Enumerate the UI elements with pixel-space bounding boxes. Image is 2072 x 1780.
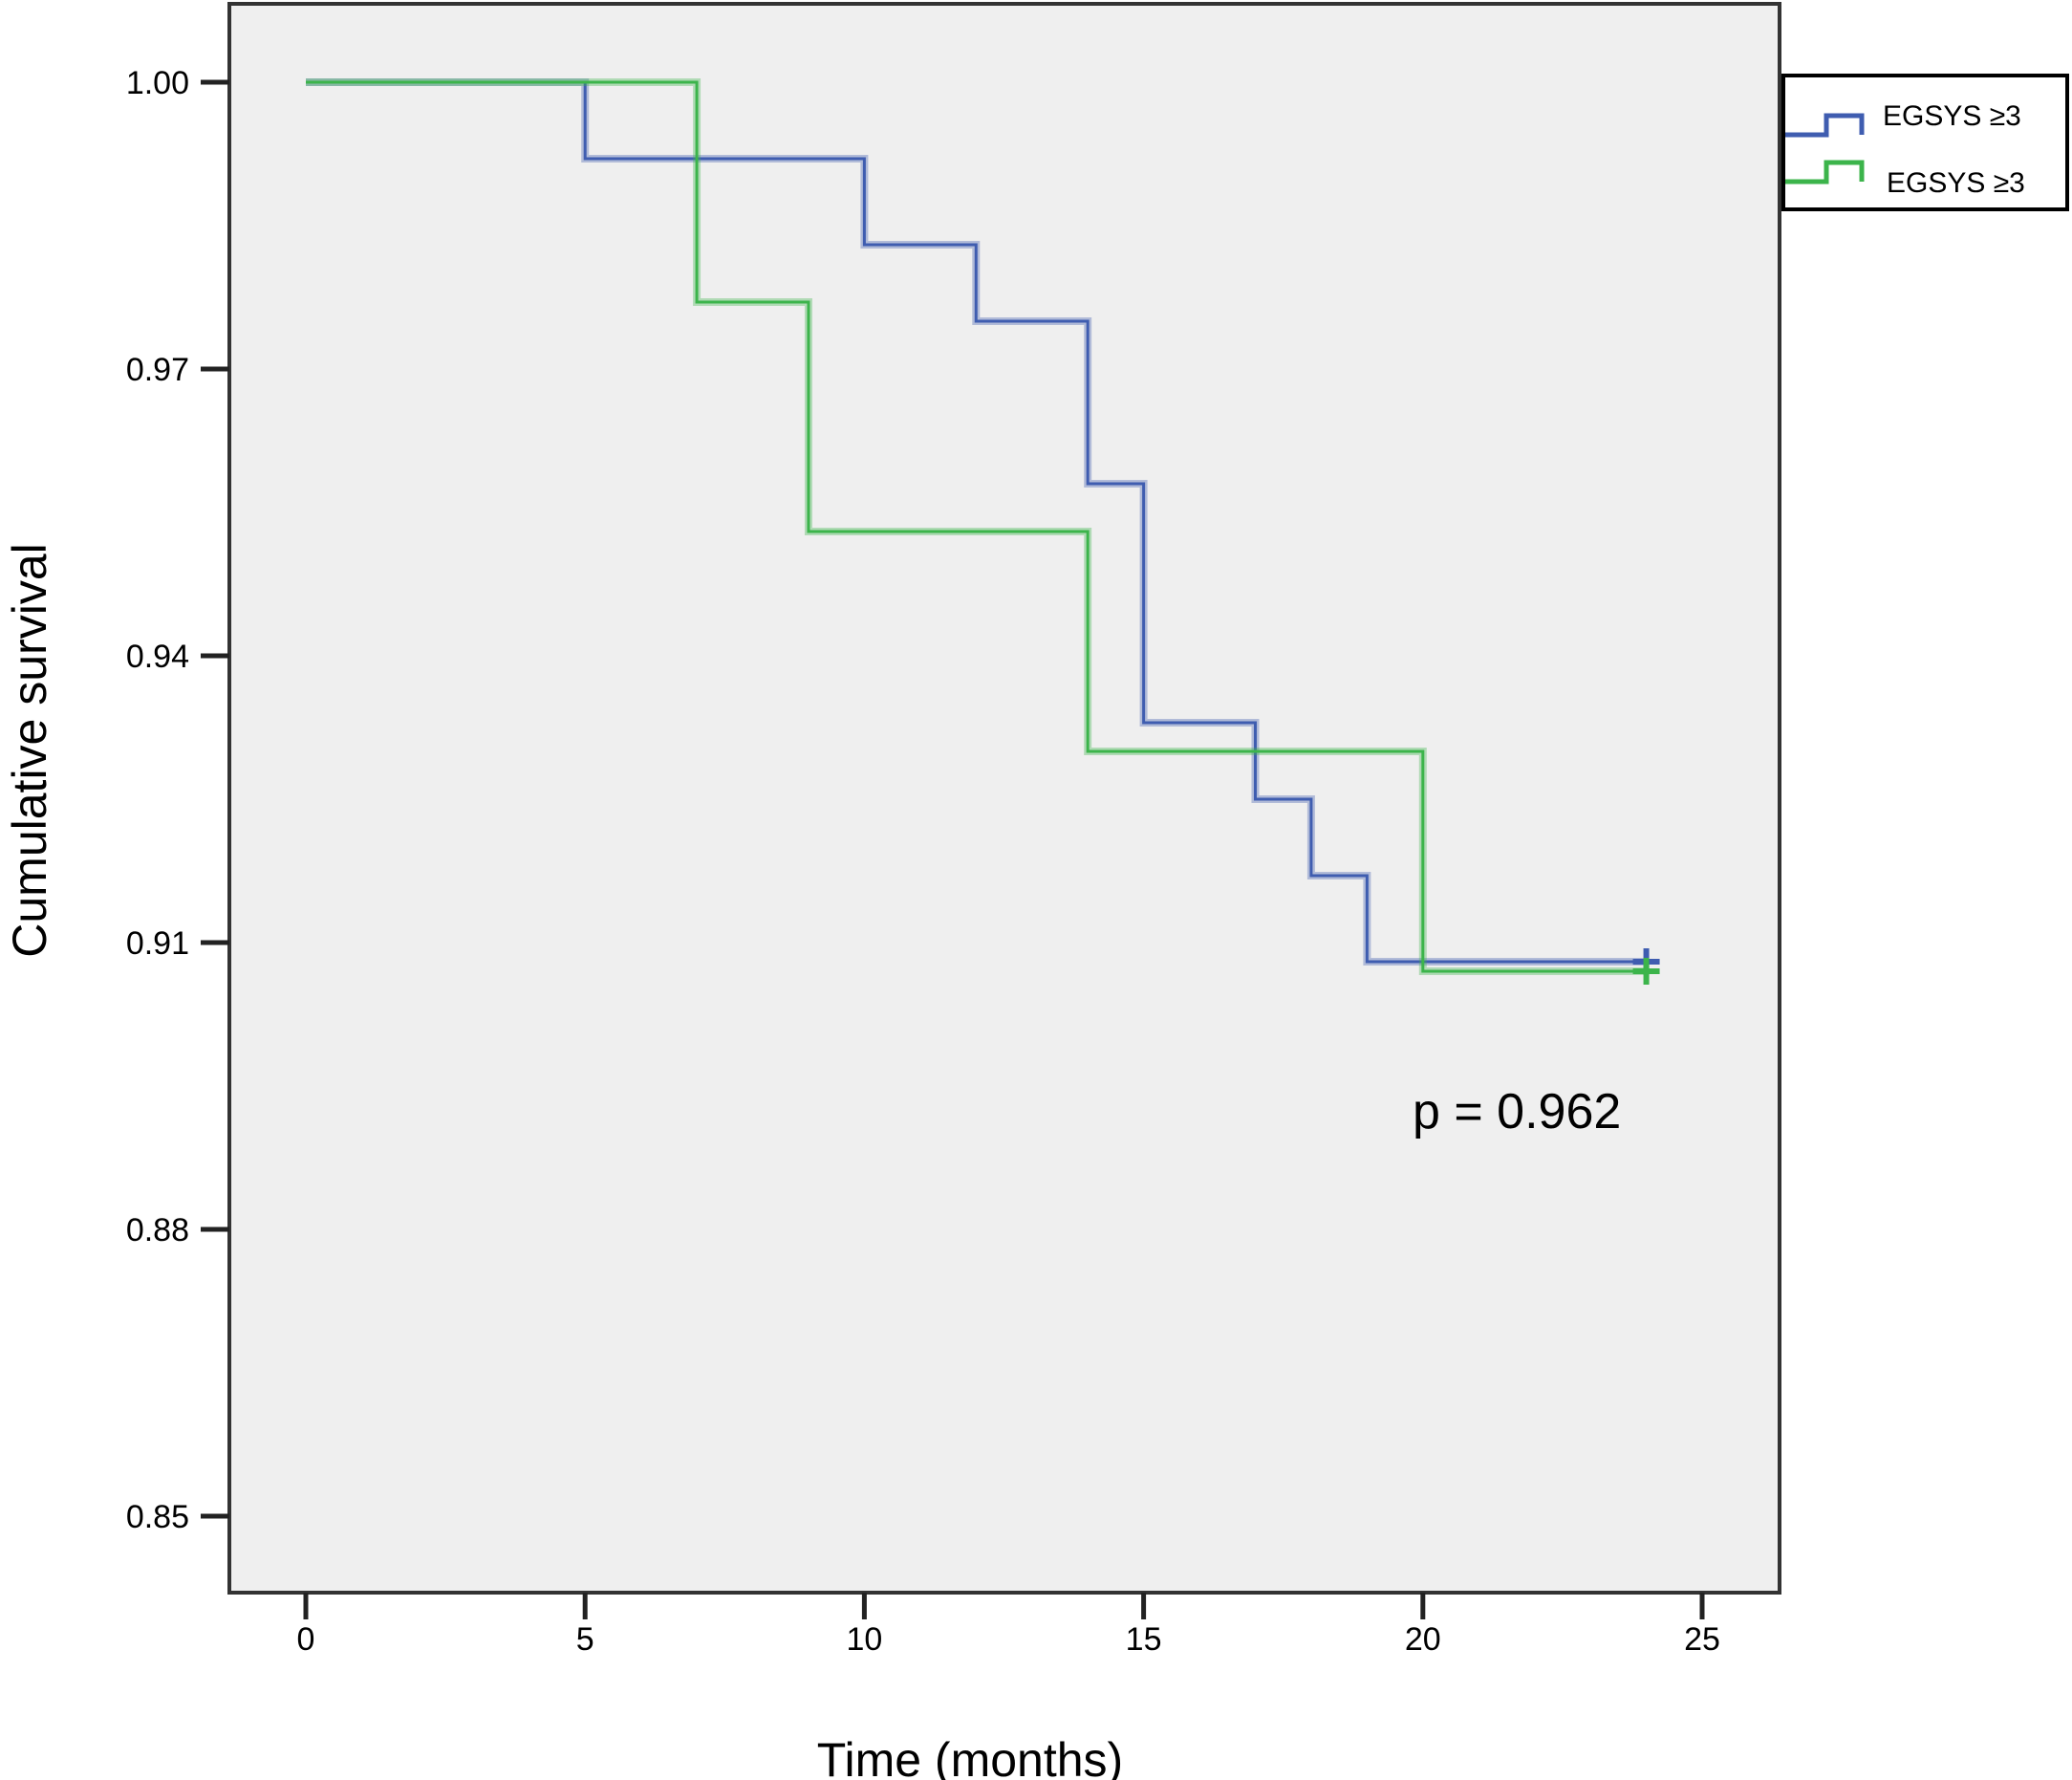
y-tick-label: 1.00 <box>126 65 189 101</box>
x-tick-label: 20 <box>1405 1621 1441 1658</box>
x-tick-label: 10 <box>846 1621 882 1658</box>
legend-label-1: EGSYS ≥3 <box>1883 100 2021 132</box>
x-tick-label: 25 <box>1684 1621 1720 1658</box>
legend-swatch-blue <box>1785 113 1865 138</box>
legend: EGSYS ≥3 EGSYS ≥3 <box>1781 74 2069 211</box>
p-value-annotation: p = 0.962 <box>1413 1084 1621 1140</box>
y-tick-label: 0.94 <box>126 639 189 675</box>
plot-area <box>227 2 1781 1595</box>
y-tick-label: 0.85 <box>126 1499 189 1535</box>
legend-swatch-green <box>1785 160 1865 185</box>
y-axis-label: Cumulative survival <box>3 543 56 957</box>
censor-mark <box>1632 958 1660 985</box>
x-axis-label: Time (months) <box>817 1733 1123 1780</box>
y-tick-label: 0.97 <box>126 352 189 388</box>
x-tick-label: 15 <box>1126 1621 1162 1658</box>
x-tick-label: 0 <box>297 1621 315 1658</box>
survival-curve-1 <box>306 80 1647 973</box>
y-tick-label: 0.88 <box>126 1212 189 1248</box>
survival-curve-0 <box>306 80 1647 964</box>
legend-label-2: EGSYS ≥3 <box>1887 167 2025 199</box>
y-tick-label: 0.91 <box>126 925 189 962</box>
x-tick-label: 5 <box>576 1621 594 1658</box>
